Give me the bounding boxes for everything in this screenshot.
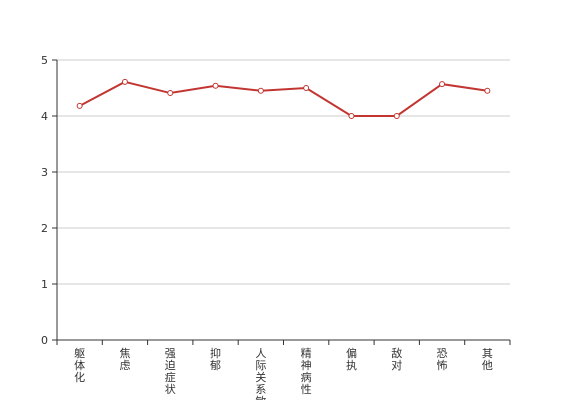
y-tick-label: 4 (41, 110, 48, 123)
y-tick-label: 0 (41, 334, 48, 347)
x-tick-label: 精神病性 (301, 347, 312, 396)
y-tick-label: 5 (41, 54, 48, 67)
y-tick-label: 3 (41, 166, 48, 179)
point (439, 81, 446, 88)
point (167, 90, 174, 97)
x-tick-label: 躯体化 (74, 347, 85, 384)
x-tick-label: 焦虑 (119, 347, 130, 372)
y-tick-label: 2 (41, 222, 48, 235)
point (121, 78, 128, 85)
x-tick-label: 抑郁 (210, 346, 221, 372)
x-tick-label: 敌对 (391, 346, 402, 372)
y-tick-label: 1 (41, 278, 48, 291)
x-tick-label: 偏执 (346, 346, 357, 372)
x-tick-label: 强迫症状 (165, 347, 176, 396)
x-tick-label: 恐怖 (437, 347, 448, 372)
line (79, 80, 488, 117)
x-tick-label: 其他 (482, 347, 493, 372)
point (303, 85, 310, 91)
point (348, 113, 355, 119)
x-tick-label: 人际关系敏感 (255, 347, 266, 400)
point (76, 102, 83, 109)
point (393, 113, 400, 119)
point (484, 87, 491, 94)
point (212, 82, 219, 89)
point (257, 87, 264, 94)
